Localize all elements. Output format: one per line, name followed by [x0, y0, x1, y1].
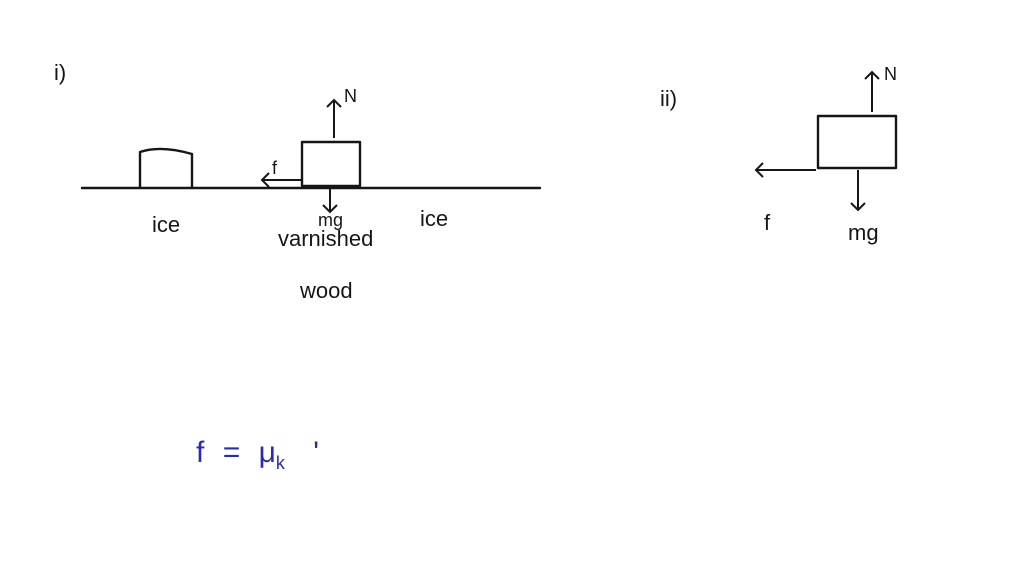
n-label-ii: N	[884, 64, 897, 85]
formula: f = μk '	[196, 436, 319, 474]
formula-mu: μ	[259, 436, 276, 469]
part-ii-svg	[0, 0, 1024, 564]
stage: i) N mg f ice varnished ice wood ii)	[0, 0, 1024, 564]
formula-eq: =	[223, 436, 241, 469]
f-label-ii: f	[764, 210, 770, 236]
block-ii	[818, 116, 896, 168]
formula-tick: '	[313, 436, 319, 469]
mg-label-ii: mg	[848, 220, 879, 246]
formula-sub: k	[276, 453, 285, 473]
formula-lhs: f	[196, 436, 204, 469]
